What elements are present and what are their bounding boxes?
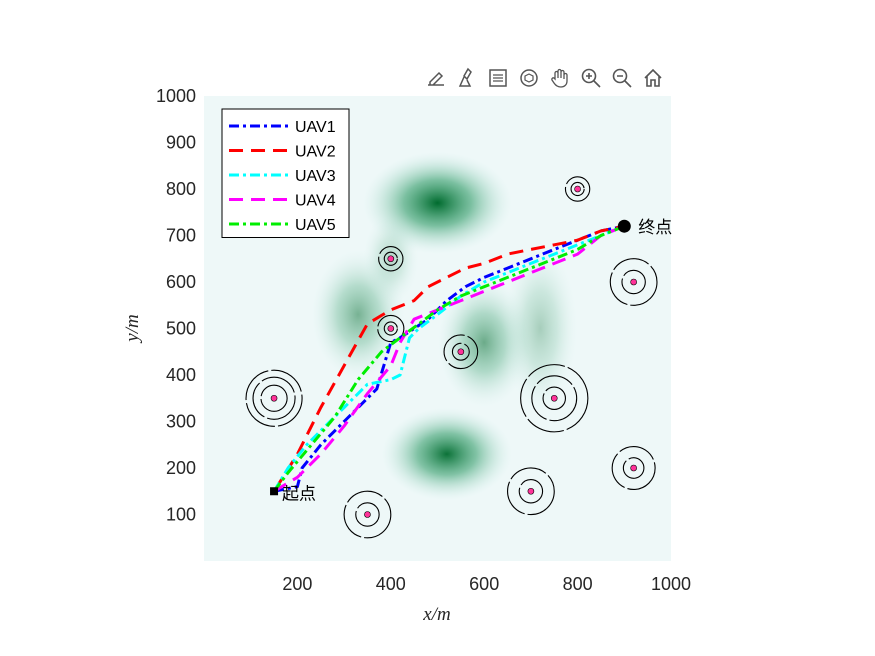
threat-ring xyxy=(611,445,656,491)
y-tick-label: 200 xyxy=(166,458,196,478)
threat-center xyxy=(574,185,581,193)
legend-label: UAV2 xyxy=(295,144,336,161)
threat-center xyxy=(387,255,395,263)
legend-label: UAV3 xyxy=(295,168,336,185)
threat-ring xyxy=(383,251,398,266)
y-tick-label: 600 xyxy=(166,272,196,292)
rotate-3d-icon[interactable] xyxy=(515,64,542,91)
threat-ring xyxy=(378,246,404,272)
threat-ring xyxy=(443,334,479,370)
series-line-uav5 xyxy=(272,224,625,493)
y-tick-label: 1000 xyxy=(156,86,196,106)
terrain-peak xyxy=(381,407,513,501)
pan-icon[interactable] xyxy=(546,64,573,91)
end-marker xyxy=(617,219,631,233)
y-tick-label: 100 xyxy=(166,505,196,525)
home-icon[interactable] xyxy=(639,64,666,91)
x-tick-label: 1000 xyxy=(651,574,691,594)
legend-label: UAV4 xyxy=(295,193,336,210)
threat-ring xyxy=(383,321,398,336)
start-marker xyxy=(270,487,279,496)
threat-ring xyxy=(542,386,567,411)
threat-layer xyxy=(245,176,658,539)
zoom-in-icon[interactable] xyxy=(577,64,604,91)
end-label: 终点 xyxy=(638,218,672,238)
y-tick-label: 700 xyxy=(166,226,196,246)
threat-ring xyxy=(245,369,303,427)
terrain-layer xyxy=(311,151,578,501)
terrain-peak xyxy=(502,244,578,413)
threat-ring xyxy=(520,364,589,433)
series-layer xyxy=(272,224,625,493)
threat-ring xyxy=(451,342,470,361)
threat-ring xyxy=(355,502,380,527)
threat-center xyxy=(550,394,558,402)
threat-ring xyxy=(609,258,658,306)
threat-center xyxy=(630,464,637,472)
marker-layer: 起点 终点 xyxy=(270,218,672,504)
legend-label: UAV1 xyxy=(295,119,336,136)
threat-ring xyxy=(252,376,296,420)
brush-icon[interactable] xyxy=(453,64,480,91)
x-axis-label: x/m xyxy=(422,604,450,625)
legend-box xyxy=(221,108,350,238)
legend[interactable]: UAV1 UAV2 UAV3 UAV4 UAV5 xyxy=(221,108,350,238)
y-tick-label: 800 xyxy=(166,179,196,199)
edit-icon[interactable] xyxy=(422,64,449,91)
threat-ring xyxy=(507,467,555,516)
legend-icon[interactable] xyxy=(484,64,511,91)
series-line-uav2 xyxy=(272,224,625,493)
y-axis-label: y/m xyxy=(122,314,143,343)
y-tick-label: 300 xyxy=(166,412,196,432)
threat-ring xyxy=(260,384,288,412)
y-tick-label: 400 xyxy=(166,365,196,385)
threat-center xyxy=(630,278,637,286)
threat-ring xyxy=(343,490,392,539)
y-tick-label: 500 xyxy=(166,319,196,339)
legend-label: UAV5 xyxy=(295,217,336,234)
x-tick-label: 200 xyxy=(282,574,312,594)
threat-ring xyxy=(377,314,405,343)
x-tick-label: 800 xyxy=(563,574,593,594)
start-label: 起点 xyxy=(282,484,316,504)
zoom-out-icon[interactable] xyxy=(608,64,635,91)
threat-ring xyxy=(518,479,544,504)
threat-center xyxy=(527,487,535,495)
threat-ring xyxy=(621,269,646,295)
series-line-uav3 xyxy=(272,224,625,493)
threat-center xyxy=(270,394,278,402)
threat-ring xyxy=(622,457,645,479)
axes-toolbar xyxy=(422,64,666,92)
threat-center xyxy=(387,325,395,332)
threat-ring xyxy=(531,375,578,422)
y-tick-label: 900 xyxy=(166,133,196,153)
x-tick-label: 400 xyxy=(376,574,406,594)
threat-ring xyxy=(564,176,591,202)
threat-center xyxy=(457,348,465,356)
x-tick-label: 600 xyxy=(469,574,499,594)
tick-layer: 200 400 600 800 1000 100 200 300 400 500 600 700 800… xyxy=(156,86,691,594)
threat-ring xyxy=(570,181,585,197)
threat-center xyxy=(364,511,371,518)
